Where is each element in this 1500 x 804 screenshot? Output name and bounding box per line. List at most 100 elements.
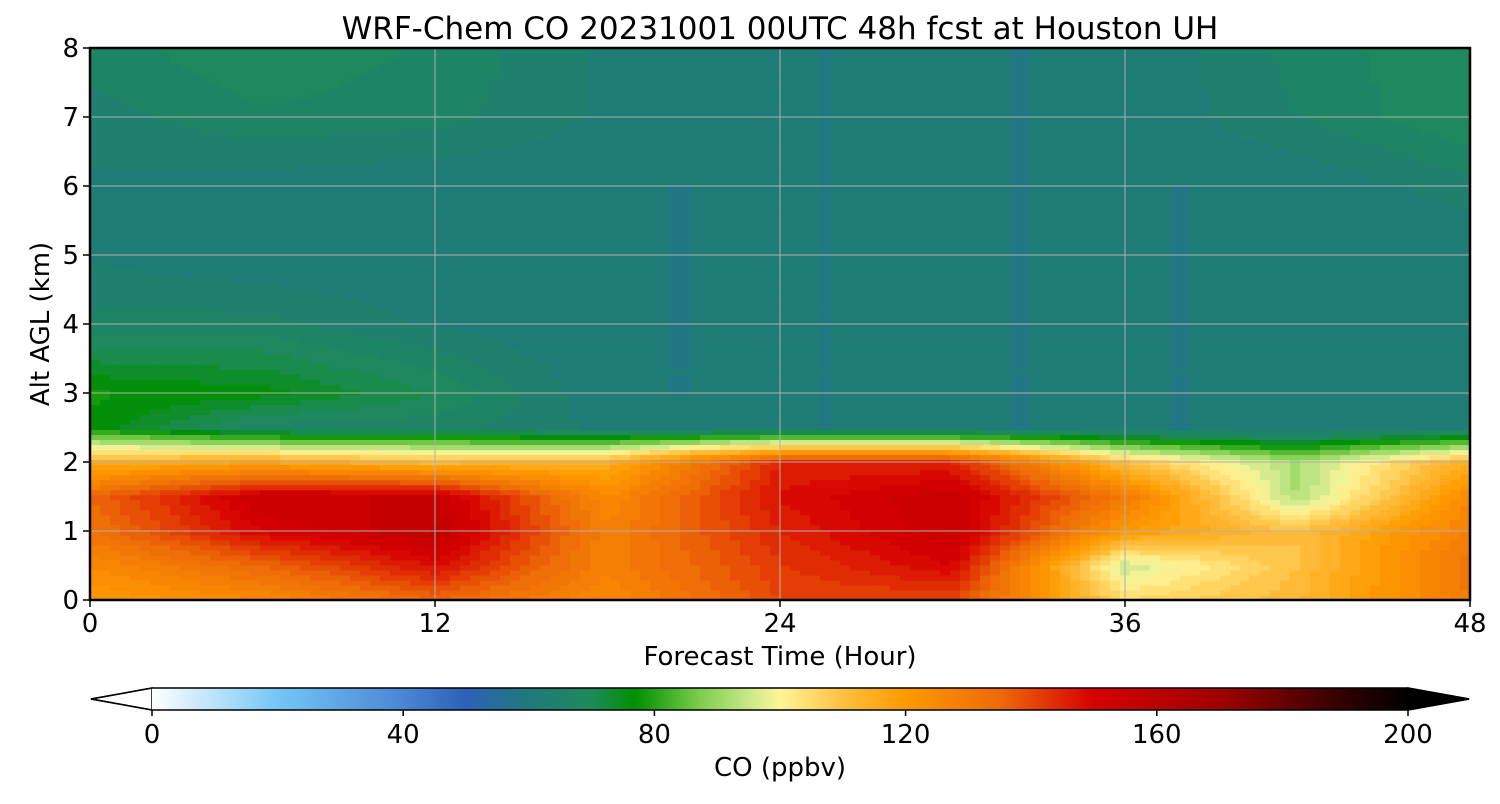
heatmap-cell bbox=[920, 434, 931, 441]
heatmap-cell bbox=[230, 529, 241, 536]
heatmap-cell bbox=[780, 434, 791, 441]
heatmap-cell bbox=[1400, 559, 1411, 566]
heatmap-cell bbox=[770, 434, 781, 441]
heatmap-cell bbox=[840, 484, 851, 491]
heatmap-cell bbox=[1240, 419, 1251, 425]
heatmap-cell bbox=[740, 529, 751, 536]
heatmap-cell bbox=[650, 534, 661, 541]
heatmap-cell bbox=[450, 589, 461, 596]
heatmap-cell bbox=[1240, 569, 1251, 576]
heatmap-cell bbox=[390, 514, 401, 521]
heatmap-cell bbox=[750, 544, 761, 551]
heatmap-cell bbox=[690, 429, 701, 435]
heatmap-cell bbox=[1140, 584, 1151, 591]
heatmap-cell bbox=[680, 594, 691, 600]
heatmap-cell bbox=[470, 509, 481, 516]
heatmap-cell bbox=[1440, 584, 1451, 591]
heatmap-cell bbox=[290, 524, 301, 531]
heatmap-cell bbox=[530, 564, 541, 571]
heatmap-cell bbox=[300, 579, 311, 586]
heatmap-cell bbox=[90, 439, 101, 446]
heatmap-cell bbox=[850, 494, 861, 501]
heatmap-cell bbox=[940, 579, 951, 586]
heatmap-cell bbox=[630, 554, 641, 561]
heatmap-cell bbox=[260, 464, 271, 471]
heatmap-cell bbox=[1310, 514, 1321, 521]
heatmap-cell bbox=[1200, 589, 1211, 596]
heatmap-cell bbox=[830, 539, 841, 546]
heatmap-cell bbox=[1060, 464, 1071, 471]
heatmap-cell bbox=[330, 454, 341, 461]
heatmap-cell bbox=[770, 544, 781, 551]
heatmap-cell bbox=[1460, 584, 1470, 591]
heatmap-cell bbox=[400, 549, 411, 556]
heatmap-cell bbox=[1380, 454, 1391, 461]
heatmap-cell bbox=[150, 484, 161, 491]
heatmap-cell bbox=[380, 439, 391, 446]
heatmap-cell bbox=[160, 529, 171, 536]
heatmap-cell bbox=[170, 424, 181, 430]
heatmap-cell bbox=[100, 584, 111, 591]
heatmap-cell bbox=[850, 474, 861, 481]
heatmap-cell bbox=[690, 489, 701, 496]
heatmap-cell bbox=[560, 479, 571, 486]
heatmap-cell bbox=[110, 484, 121, 491]
heatmap-cell bbox=[890, 429, 901, 435]
heatmap-cell bbox=[1250, 454, 1261, 461]
heatmap-cell bbox=[620, 474, 631, 481]
heatmap-cell bbox=[580, 524, 591, 531]
heatmap-cell bbox=[1320, 449, 1331, 456]
heatmap-cell bbox=[1190, 519, 1201, 526]
heatmap-cell bbox=[990, 469, 1001, 476]
heatmap-cell bbox=[340, 544, 351, 551]
heatmap-cell bbox=[970, 419, 981, 425]
heatmap-cell bbox=[1060, 534, 1071, 541]
heatmap-cell bbox=[1170, 554, 1181, 561]
heatmap-cell bbox=[1250, 559, 1261, 566]
heatmap-cell bbox=[170, 544, 181, 551]
heatmap-cell bbox=[230, 539, 241, 546]
heatmap-cell bbox=[450, 594, 461, 600]
heatmap-cell bbox=[100, 434, 111, 441]
heatmap-cell bbox=[1430, 454, 1441, 461]
heatmap-cell bbox=[160, 484, 171, 491]
heatmap-cell bbox=[860, 534, 871, 541]
heatmap-cell bbox=[880, 549, 891, 556]
heatmap-cell bbox=[600, 469, 611, 476]
heatmap-cell bbox=[1100, 474, 1111, 481]
heatmap-cell bbox=[670, 504, 681, 511]
heatmap-cell bbox=[780, 579, 791, 586]
heatmap-cell bbox=[630, 484, 641, 491]
heatmap-cell bbox=[1150, 519, 1161, 526]
heatmap-cell bbox=[480, 494, 491, 501]
heatmap-cell bbox=[330, 514, 341, 521]
heatmap-cell bbox=[230, 439, 241, 446]
heatmap-cell bbox=[1100, 469, 1111, 476]
heatmap-cell bbox=[730, 554, 741, 561]
heatmap-cell bbox=[330, 584, 341, 591]
heatmap-cell bbox=[700, 529, 711, 536]
heatmap-cell bbox=[800, 579, 811, 586]
heatmap-cell bbox=[850, 584, 861, 591]
heatmap-cell bbox=[1200, 424, 1211, 430]
heatmap-cell bbox=[570, 494, 581, 501]
heatmap-cell bbox=[1430, 519, 1441, 526]
heatmap-cell bbox=[460, 589, 471, 596]
heatmap-cell bbox=[1130, 569, 1141, 576]
heatmap-cell bbox=[670, 554, 681, 561]
heatmap-cell bbox=[950, 499, 961, 506]
heatmap-cell bbox=[380, 579, 391, 586]
heatmap-cell bbox=[980, 579, 991, 586]
heatmap-cell bbox=[130, 464, 141, 471]
heatmap-cell bbox=[890, 434, 901, 441]
heatmap-cell bbox=[210, 514, 221, 521]
heatmap-cell bbox=[1090, 434, 1101, 441]
heatmap-cell bbox=[1290, 474, 1301, 481]
heatmap-cell bbox=[370, 464, 381, 471]
heatmap-cell bbox=[1000, 509, 1011, 516]
heatmap-cell bbox=[1060, 504, 1071, 511]
heatmap-cell bbox=[590, 589, 601, 596]
heatmap-cell bbox=[570, 519, 581, 526]
heatmap-cell bbox=[240, 439, 251, 446]
heatmap-cell bbox=[1420, 544, 1431, 551]
